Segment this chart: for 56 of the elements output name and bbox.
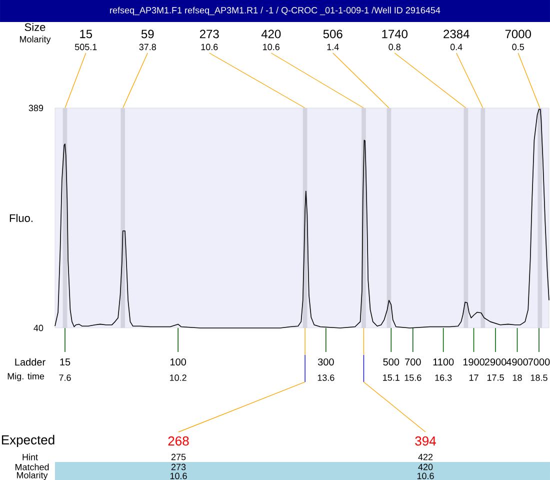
x-axis-title: Mig. time (8, 372, 44, 382)
text: 10.6 (170, 472, 187, 480)
x-tick-label: 7.6 (59, 374, 71, 381)
chart-title: refseq_AP3M1.F1 refseq_AP3M1.R1 / -1 / Q-CROC _01-1-009-1 /Well ID 2916454 (110, 6, 440, 16)
x-tick-label: 17 (469, 374, 478, 381)
x-tick-label: 18.5 (530, 374, 548, 381)
text: Ladder (15, 358, 46, 366)
text: 37.8 (139, 44, 156, 50)
text: 273 (171, 464, 186, 470)
x-tick-label: 16.3 (435, 374, 452, 381)
annotation: 2384 (444, 30, 470, 38)
text: Size (24, 22, 46, 32)
text: 1900 (463, 358, 484, 366)
y-tick-label: 40 (34, 324, 44, 332)
text: 275 (171, 454, 186, 460)
text: 7000 (528, 358, 550, 366)
text: 505.1 (74, 44, 97, 50)
x-tick-label: 18 (512, 374, 522, 381)
x-tick-label: 13.6 (318, 374, 334, 381)
text: 0.5 (512, 44, 524, 50)
text: 2900 (484, 358, 506, 366)
text: 0.8 (388, 44, 400, 50)
annotation: 506 (323, 30, 342, 38)
text: Molarity (16, 472, 48, 480)
annotation: 394 (415, 436, 436, 446)
text: 4900 (506, 358, 528, 366)
text: 1100 (433, 358, 454, 366)
text: 1.4 (327, 44, 339, 50)
y-tick-label: 389 (28, 104, 44, 112)
x-tick-label: 10.2 (170, 374, 186, 381)
text: Molarity (20, 36, 51, 44)
annotation: 420 (261, 30, 281, 38)
text: 15 (60, 358, 70, 366)
text: 10.6 (417, 472, 434, 480)
annotation: 59 (141, 30, 154, 38)
annotation: 273 (200, 30, 219, 38)
y-axis-title: Fluo. (10, 214, 32, 222)
annotation: 15 (80, 30, 92, 38)
text: 300 (318, 358, 334, 366)
x-tick-label: 15.6 (404, 374, 422, 381)
annotation: 1740 (382, 30, 408, 38)
text: 10.6 (263, 44, 280, 50)
text: 500 (383, 358, 400, 366)
text: Hint (22, 454, 38, 460)
text: Expected (2, 434, 54, 448)
x-tick-label: 15.1 (383, 374, 400, 381)
text: 0.4 (450, 44, 462, 50)
text: 100 (170, 358, 186, 366)
text: 422 (418, 454, 433, 460)
text: 420 (418, 464, 433, 470)
x-tick-label: 17.5 (487, 374, 504, 381)
text: Matched (15, 464, 49, 470)
annotation: 268 (168, 436, 189, 446)
text: 10.6 (201, 44, 218, 50)
annotation: 7000 (505, 30, 531, 38)
text: 700 (405, 358, 421, 366)
